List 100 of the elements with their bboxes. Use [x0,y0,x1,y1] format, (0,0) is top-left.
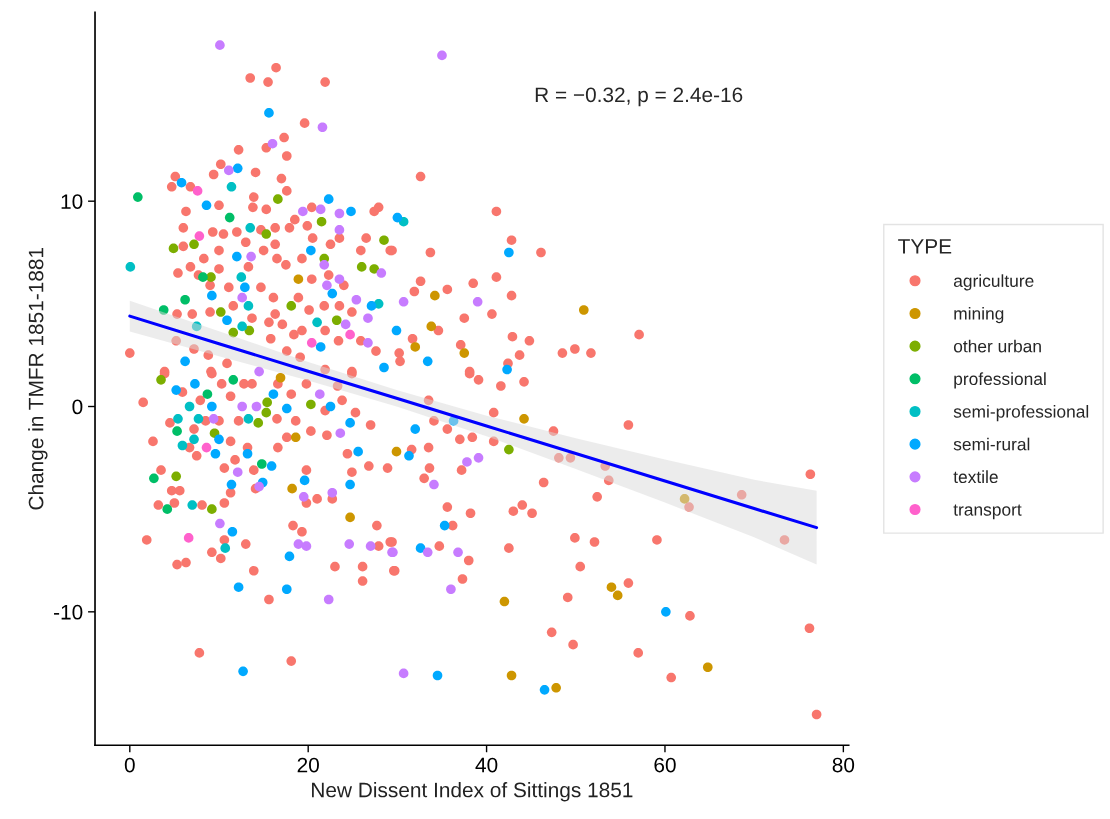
point [422,356,433,367]
point [293,539,304,549]
point [281,403,292,414]
point [369,264,379,274]
point [679,494,690,504]
point [226,479,237,490]
point [158,305,169,315]
point [315,342,326,352]
point [606,582,617,592]
point [379,362,389,373]
point [226,182,237,192]
point [340,319,351,330]
point [125,262,136,272]
point [192,186,203,196]
point [261,229,272,239]
point [242,448,253,459]
point [214,434,224,445]
point [327,288,338,299]
point [149,473,159,484]
point [345,479,355,490]
point [187,500,198,510]
point [228,375,239,385]
point [437,50,447,61]
point [273,194,283,204]
point [201,442,212,453]
point [519,414,529,424]
point [306,338,317,348]
point [180,356,190,367]
point [240,282,250,293]
point [162,504,173,514]
point [299,475,310,486]
point [316,216,327,227]
point [353,446,363,457]
legend-label: semi-professional [953,404,1089,422]
point [462,457,472,467]
point [176,177,187,188]
point [193,414,204,424]
legend-title: TYPE [898,239,952,254]
point [344,539,355,549]
point [268,389,279,399]
x-tick-label: 20 [297,757,319,773]
point [391,325,402,336]
point [227,526,238,537]
point [539,685,550,695]
point [365,541,376,551]
point [243,301,254,311]
point [224,165,234,176]
point [189,239,199,250]
point [334,225,345,235]
point [363,313,373,324]
x-tick-label: 60 [654,757,676,773]
point [410,342,421,352]
legend-label: textile [953,470,998,484]
point [228,327,239,338]
point [504,247,514,258]
point [323,194,334,204]
point [410,424,421,434]
point [237,321,247,332]
point [171,385,181,395]
point [253,418,264,428]
point [198,272,208,282]
point [266,461,277,471]
point [290,432,301,443]
point [133,192,143,202]
point [439,520,450,531]
point [345,512,355,523]
point [232,251,242,262]
point [459,348,470,358]
point [287,483,297,494]
point [207,290,217,301]
point [254,481,264,492]
point [398,668,409,679]
annotation: R = −0.32, p = 2.4e-16 [535,87,743,107]
point [267,138,278,149]
legend-label: mining [954,306,1004,324]
point [208,414,219,424]
point [156,375,166,385]
point [262,397,272,408]
point [264,108,274,118]
point [335,428,346,439]
point [376,268,387,278]
point [366,301,377,311]
y-tick-label: 10 [61,194,83,209]
point [222,315,232,326]
point [578,305,589,315]
point [246,251,256,262]
point [215,518,225,529]
point [172,426,182,436]
point [506,670,517,681]
point [398,296,409,307]
point [189,434,199,445]
x-axis-title: New Dissent Index of Sittings 1851 [312,782,633,802]
x-tick-label: 80 [832,757,855,773]
point [334,208,345,219]
point [472,296,483,307]
point [261,407,272,418]
point [426,321,437,332]
point [301,541,312,551]
point [251,401,262,412]
point [207,401,217,412]
